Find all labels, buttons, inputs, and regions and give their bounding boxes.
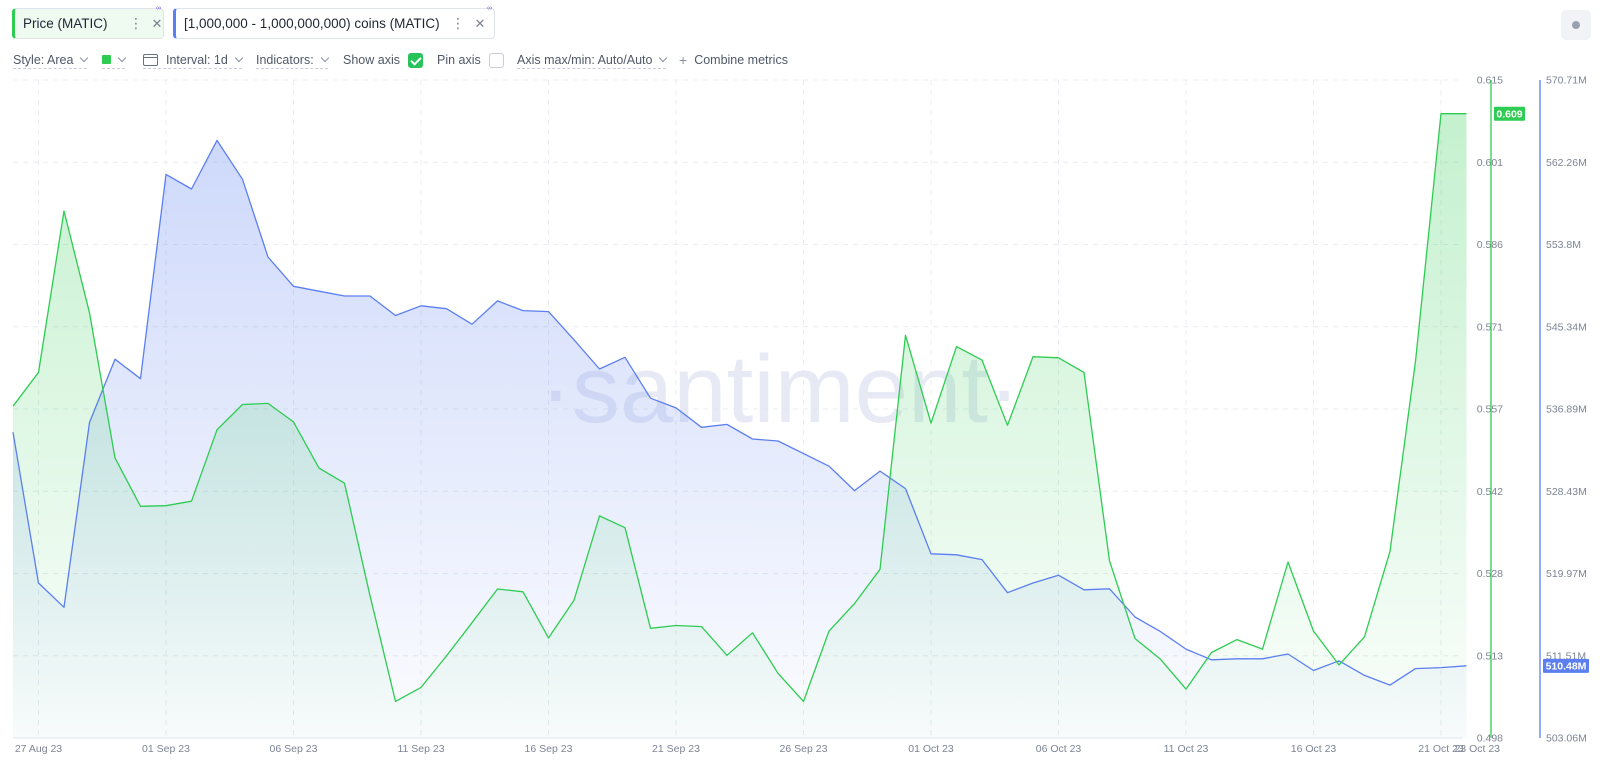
- right-axis-tick-label: 519.97M: [1546, 568, 1587, 580]
- x-axis-tick-label: 27 Aug 23: [15, 743, 62, 755]
- right-axis-tick-label: 536.89M: [1546, 404, 1587, 416]
- indicators-label: Indicators:: [256, 52, 314, 67]
- show-axis-toggle[interactable]: Show axis: [343, 51, 423, 69]
- x-axis-tick-label: 06 Sep 23: [270, 743, 318, 755]
- plus-icon: +: [679, 52, 688, 68]
- metric-tag-label: Price (MATIC): [23, 16, 108, 31]
- pin-axis-label: Pin axis: [437, 53, 481, 67]
- link-icon[interactable]: ∞: [487, 5, 492, 12]
- left-axis-tick-label: 0.586: [1477, 239, 1503, 251]
- x-axis-tick-label: 26 Sep 23: [780, 743, 828, 755]
- x-axis-tick-label: 01 Oct 23: [908, 743, 954, 755]
- last-value-label-holders: 510.48M: [1546, 661, 1587, 673]
- left-axis-tick-label: 0.557: [1477, 404, 1503, 416]
- right-axis-tick-label: 545.34M: [1546, 321, 1587, 333]
- link-icon[interactable]: ∞: [156, 5, 161, 12]
- x-axis-tick-label: 06 Oct 23: [1036, 743, 1082, 755]
- left-axis-tick-label: 0.513: [1477, 650, 1503, 662]
- series-area: [13, 140, 1467, 738]
- show-axis-checkbox[interactable]: [407, 52, 423, 68]
- style-dropdown[interactable]: Style: Area: [13, 51, 89, 69]
- toolbar-area: Price (MATIC) ⋮ ✕ ∞ [1,000,000 - 1,000,0…: [0, 0, 1600, 80]
- interval-dropdown[interactable]: Interval: 1d: [143, 51, 244, 69]
- x-axis-tick-label: 16 Oct 23: [1291, 743, 1337, 755]
- record-icon: [1572, 21, 1580, 29]
- metric-tag-holders[interactable]: [1,000,000 - 1,000,000,000) coins (MATIC…: [173, 5, 495, 39]
- style-label: Style: Area: [13, 52, 74, 67]
- left-axis-tick-label: 0.601: [1477, 157, 1503, 169]
- combine-metrics-label: Combine metrics: [694, 53, 788, 67]
- left-axis-tick-label: 0.615: [1477, 75, 1503, 87]
- last-value-label-price: 0.609: [1496, 109, 1522, 121]
- left-axis-tick-label: 0.571: [1477, 321, 1503, 333]
- last-value-badge-price: [1494, 106, 1525, 121]
- metric-tag-price[interactable]: Price (MATIC) ⋮ ✕ ∞: [12, 5, 164, 39]
- metric-tag-label: [1,000,000 - 1,000,000,000) coins (MATIC…: [184, 16, 440, 31]
- axis-maxmin-label: Axis max/min: Auto/Auto: [517, 52, 653, 67]
- more-options-icon[interactable]: ⋮: [451, 15, 465, 31]
- left-axis-tick-label: 0.528: [1477, 568, 1503, 580]
- x-axis-tick-label: 01 Sep 23: [142, 743, 190, 755]
- left-axis-tick-label: 0.542: [1477, 486, 1503, 498]
- right-axis-tick-label: 503.06M: [1546, 733, 1587, 745]
- calendar-icon: [143, 53, 158, 66]
- x-axis-tick-label: 11 Sep 23: [397, 743, 444, 755]
- right-axis-tick-label: 562.26M: [1546, 157, 1587, 169]
- pin-axis-toggle[interactable]: Pin axis: [437, 51, 504, 69]
- x-axis-tick-label: 23 Oct 23: [1454, 743, 1500, 755]
- indicators-dropdown[interactable]: Indicators:: [256, 51, 329, 69]
- x-axis-tick-label: 16 Sep 23: [525, 743, 573, 755]
- color-dropdown[interactable]: [102, 51, 127, 69]
- interval-label: Interval: 1d: [166, 52, 228, 67]
- close-icon[interactable]: ✕: [474, 15, 486, 31]
- last-value-badge-holders: [1543, 658, 1589, 673]
- right-axis-tick-label: 528.43M: [1546, 486, 1587, 498]
- show-axis-label: Show axis: [343, 53, 400, 67]
- right-axis-tick-label: 553.8M: [1546, 239, 1581, 251]
- series-line: [12, 113, 1467, 703]
- left-axis-tick-label: 0.498: [1477, 733, 1503, 745]
- series-line: [12, 139, 1467, 686]
- color-swatch: [102, 55, 111, 64]
- x-axis-tick-label: 11 Oct 23: [1164, 743, 1209, 755]
- axis-maxmin-dropdown[interactable]: Axis max/min: Auto/Auto: [517, 51, 668, 69]
- series-area: [13, 113, 1467, 738]
- right-axis-tick-label: 570.71M: [1546, 75, 1587, 87]
- close-icon[interactable]: ✕: [151, 15, 163, 31]
- record-button[interactable]: [1561, 10, 1591, 40]
- more-options-icon[interactable]: ⋮: [129, 15, 143, 31]
- combine-metrics-button[interactable]: + Combine metrics: [679, 51, 788, 69]
- x-axis-tick-label: 21 Oct 23: [1418, 743, 1464, 755]
- pin-axis-checkbox[interactable]: [488, 52, 504, 68]
- x-axis-tick-label: 21 Sep 23: [652, 743, 700, 755]
